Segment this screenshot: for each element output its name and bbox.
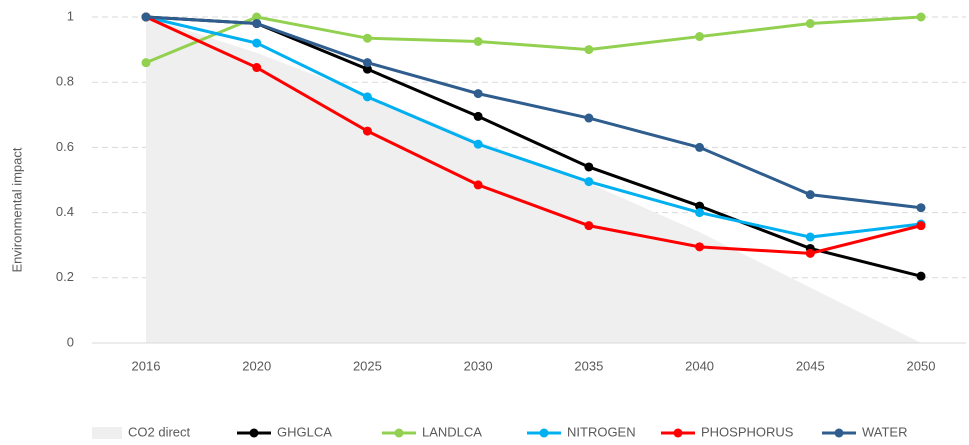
y-tick-label: 0.6 <box>56 139 74 154</box>
x-tick-label: 2025 <box>353 358 382 373</box>
marker <box>695 242 705 252</box>
marker <box>584 45 594 55</box>
area <box>146 17 921 343</box>
line <box>145 15 922 239</box>
x-tick-label: 2020 <box>242 358 271 373</box>
legend-label: PHOSPHORUS <box>701 424 794 439</box>
marker <box>916 221 926 231</box>
marker <box>916 12 926 22</box>
marker <box>695 32 705 42</box>
marker <box>473 36 483 46</box>
marker <box>584 162 594 172</box>
legend-swatch <box>92 427 122 439</box>
marker <box>252 63 262 73</box>
marker <box>473 180 483 190</box>
x-tick-label: 2050 <box>907 358 936 373</box>
marker <box>252 19 262 29</box>
line <box>145 15 922 65</box>
y-tick-label: 0.8 <box>56 74 74 89</box>
marker <box>141 58 151 68</box>
legend-swatch <box>834 428 844 438</box>
y-axis-label: Environmental impact <box>9 147 24 272</box>
legend-label: LANDLCA <box>422 424 482 439</box>
x-tick-label: 2045 <box>796 358 825 373</box>
legend-swatch <box>673 428 683 438</box>
marker <box>916 203 926 213</box>
marker <box>805 248 815 258</box>
marker <box>805 232 815 242</box>
marker <box>473 111 483 121</box>
marker <box>584 113 594 123</box>
marker <box>362 33 372 43</box>
marker <box>473 139 483 149</box>
marker <box>584 221 594 231</box>
marker <box>916 271 926 281</box>
x-tick-label: 2040 <box>685 358 714 373</box>
y-tick-label: 0.4 <box>56 204 74 219</box>
legend-label: CO2 direct <box>128 424 191 439</box>
marker <box>362 64 372 74</box>
marker <box>805 190 815 200</box>
y-tick-label: 0 <box>67 334 74 349</box>
y-tick-label: 0.2 <box>56 269 74 284</box>
marker <box>362 126 372 136</box>
legend-swatch <box>539 428 549 438</box>
x-tick-label: 2035 <box>574 358 603 373</box>
legend-swatch <box>394 428 404 438</box>
marker <box>695 142 705 152</box>
x-tick-label: 2030 <box>464 358 493 373</box>
legend-label: GHGLCA <box>277 424 332 439</box>
marker <box>141 12 151 22</box>
line <box>145 15 922 210</box>
line <box>145 15 922 255</box>
marker <box>805 19 815 29</box>
marker <box>362 92 372 102</box>
y-tick-label: 1 <box>67 8 74 23</box>
marker <box>584 177 594 187</box>
legend-label: WATER <box>862 424 908 439</box>
marker <box>695 201 705 211</box>
marker <box>473 89 483 99</box>
legend-swatch <box>249 428 259 438</box>
x-tick-label: 2016 <box>132 358 161 373</box>
marker <box>252 12 262 22</box>
marker <box>252 38 262 48</box>
marker <box>695 208 705 218</box>
legend-label: NITROGEN <box>567 424 636 439</box>
marker <box>362 58 372 68</box>
